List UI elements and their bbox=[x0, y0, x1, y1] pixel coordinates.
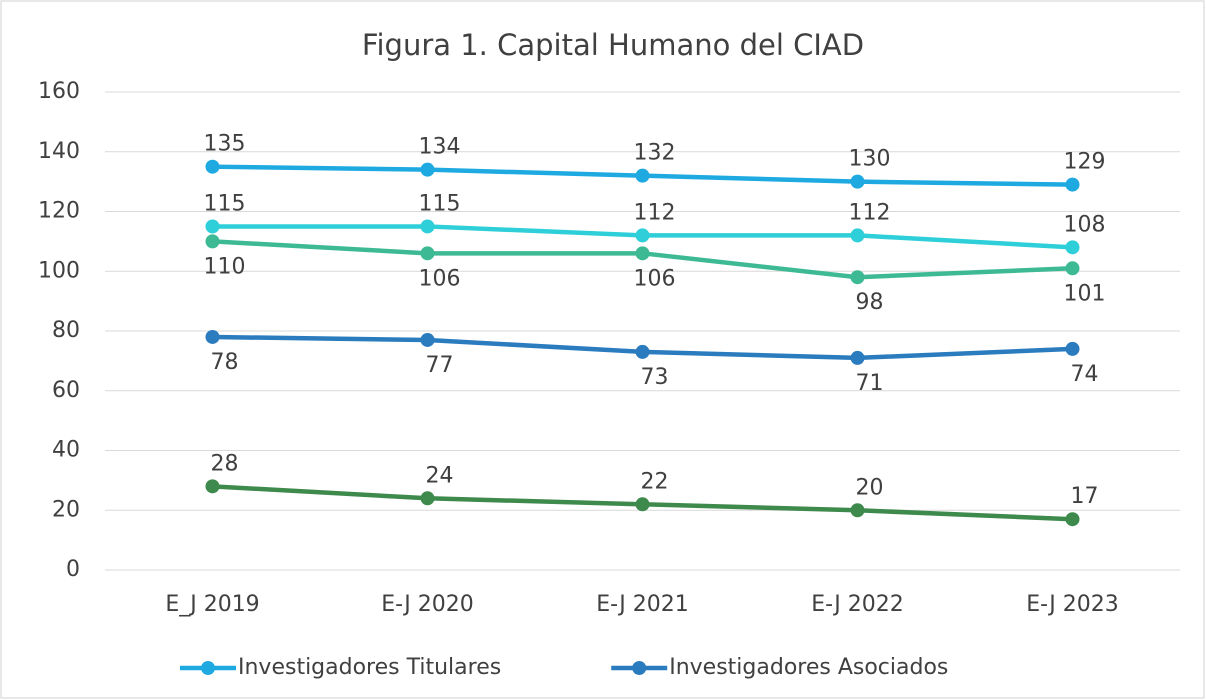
data-label: 106 bbox=[419, 266, 461, 291]
legend-label: Investigadores Asociados bbox=[669, 655, 948, 680]
x-tick-label: E-J 2023 bbox=[1026, 592, 1119, 617]
data-point bbox=[420, 219, 435, 234]
data-point bbox=[850, 174, 865, 189]
data-label: 129 bbox=[1064, 150, 1106, 175]
data-label: 24 bbox=[426, 463, 454, 488]
data-point bbox=[635, 246, 650, 261]
y-tick-label: 120 bbox=[38, 199, 80, 224]
data-point bbox=[850, 503, 865, 518]
data-label: 135 bbox=[204, 132, 246, 157]
data-label: 134 bbox=[419, 135, 461, 160]
x-tick-label: E-J 2021 bbox=[596, 592, 689, 617]
data-label: 74 bbox=[1071, 362, 1099, 387]
data-point bbox=[205, 479, 220, 494]
legend-marker bbox=[632, 661, 647, 675]
data-point bbox=[850, 228, 865, 243]
data-point bbox=[420, 162, 435, 177]
data-label: 106 bbox=[634, 266, 676, 291]
data-label: 17 bbox=[1071, 484, 1099, 509]
data-label: 108 bbox=[1064, 212, 1106, 237]
data-point bbox=[635, 168, 650, 183]
data-label: 130 bbox=[849, 147, 891, 172]
data-label: 132 bbox=[634, 141, 676, 166]
y-tick-label: 40 bbox=[52, 438, 80, 463]
y-tick-label: 20 bbox=[52, 497, 80, 522]
data-point bbox=[1065, 341, 1080, 356]
data-label: 28 bbox=[211, 451, 239, 476]
data-label: 20 bbox=[856, 475, 884, 500]
data-point bbox=[205, 159, 220, 174]
data-point bbox=[1065, 177, 1080, 192]
legend-label: Investigadores Titulares bbox=[238, 655, 501, 680]
data-label: 73 bbox=[641, 365, 669, 390]
data-label: 78 bbox=[211, 350, 239, 375]
data-point bbox=[420, 246, 435, 261]
data-point bbox=[635, 228, 650, 243]
y-tick-label: 140 bbox=[38, 139, 80, 164]
data-label: 98 bbox=[856, 290, 884, 315]
data-label: 101 bbox=[1064, 281, 1106, 306]
y-tick-label: 0 bbox=[66, 557, 80, 582]
data-point bbox=[205, 219, 220, 234]
data-label: 110 bbox=[204, 254, 246, 279]
data-point bbox=[635, 497, 650, 512]
y-tick-label: 60 bbox=[52, 378, 80, 403]
data-label: 71 bbox=[856, 371, 884, 396]
data-label: 22 bbox=[641, 469, 669, 494]
data-label: 115 bbox=[204, 191, 246, 216]
x-tick-label: E-J 2022 bbox=[811, 592, 904, 617]
y-tick-label: 100 bbox=[38, 258, 80, 283]
data-point bbox=[420, 332, 435, 347]
data-label: 112 bbox=[849, 200, 891, 225]
data-point bbox=[205, 329, 220, 344]
chart-title: Figura 1. Capital Humano del CIAD bbox=[362, 28, 864, 62]
x-tick-label: E-J 2020 bbox=[381, 592, 474, 617]
data-point bbox=[1065, 240, 1080, 255]
data-point bbox=[205, 234, 220, 249]
y-tick-label: 160 bbox=[38, 79, 80, 104]
data-point bbox=[1065, 261, 1080, 276]
data-point bbox=[635, 344, 650, 359]
data-label: 115 bbox=[419, 191, 461, 216]
data-point bbox=[420, 491, 435, 506]
x-tick-label: E_J 2019 bbox=[165, 592, 259, 617]
y-tick-label: 80 bbox=[52, 318, 80, 343]
data-label: 112 bbox=[634, 200, 676, 225]
data-point bbox=[850, 270, 865, 285]
legend-marker bbox=[201, 661, 215, 675]
data-point bbox=[850, 350, 865, 365]
data-point bbox=[1065, 512, 1080, 527]
data-label: 77 bbox=[426, 353, 454, 378]
